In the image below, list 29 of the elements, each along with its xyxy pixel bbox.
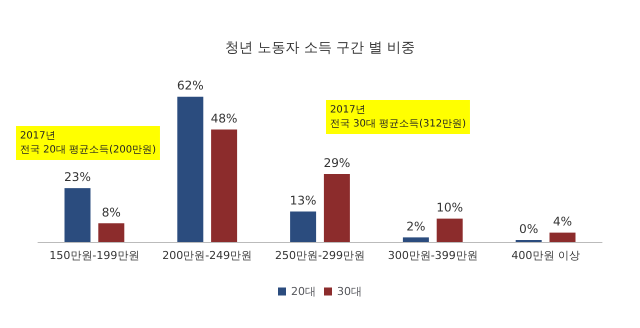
bar <box>402 237 429 242</box>
bar <box>324 174 350 242</box>
data-label: 2% <box>406 219 426 234</box>
data-label: 8% <box>102 205 121 220</box>
bar <box>290 212 316 242</box>
chart-title: 청년 노동자 소득 구간 별 비중 <box>224 40 416 56</box>
data-label: 62% <box>176 78 204 93</box>
legend-label: 20대 <box>291 285 316 298</box>
data-label: 48% <box>210 112 238 126</box>
data-label: 23% <box>64 170 91 184</box>
annotation: 2017년 전국 30대 평균소득(312만원) <box>330 104 466 130</box>
bar <box>177 96 204 242</box>
bar <box>550 232 576 242</box>
data-label: 29% <box>324 156 350 170</box>
x-tick-label: 300만원-399만원 <box>388 249 478 262</box>
legend-label: 30대 <box>337 285 362 298</box>
bar <box>98 223 124 242</box>
data-label: 4% <box>552 214 572 229</box>
annotation: 2017년 전국 20대 평균소득(200만원) <box>20 130 156 156</box>
data-label: 10% <box>436 200 464 215</box>
bar <box>64 188 90 242</box>
bar <box>211 130 238 242</box>
x-tick-label: 250만원-299만원 <box>275 249 365 262</box>
x-tick-label: 400만원 이상 <box>511 249 580 262</box>
data-label: 13% <box>290 194 316 208</box>
data-label: 0% <box>519 222 538 236</box>
bar <box>436 218 463 242</box>
x-tick-label: 200만원-249만원 <box>162 249 252 262</box>
x-tick-label: 150만원-199만원 <box>49 249 140 262</box>
